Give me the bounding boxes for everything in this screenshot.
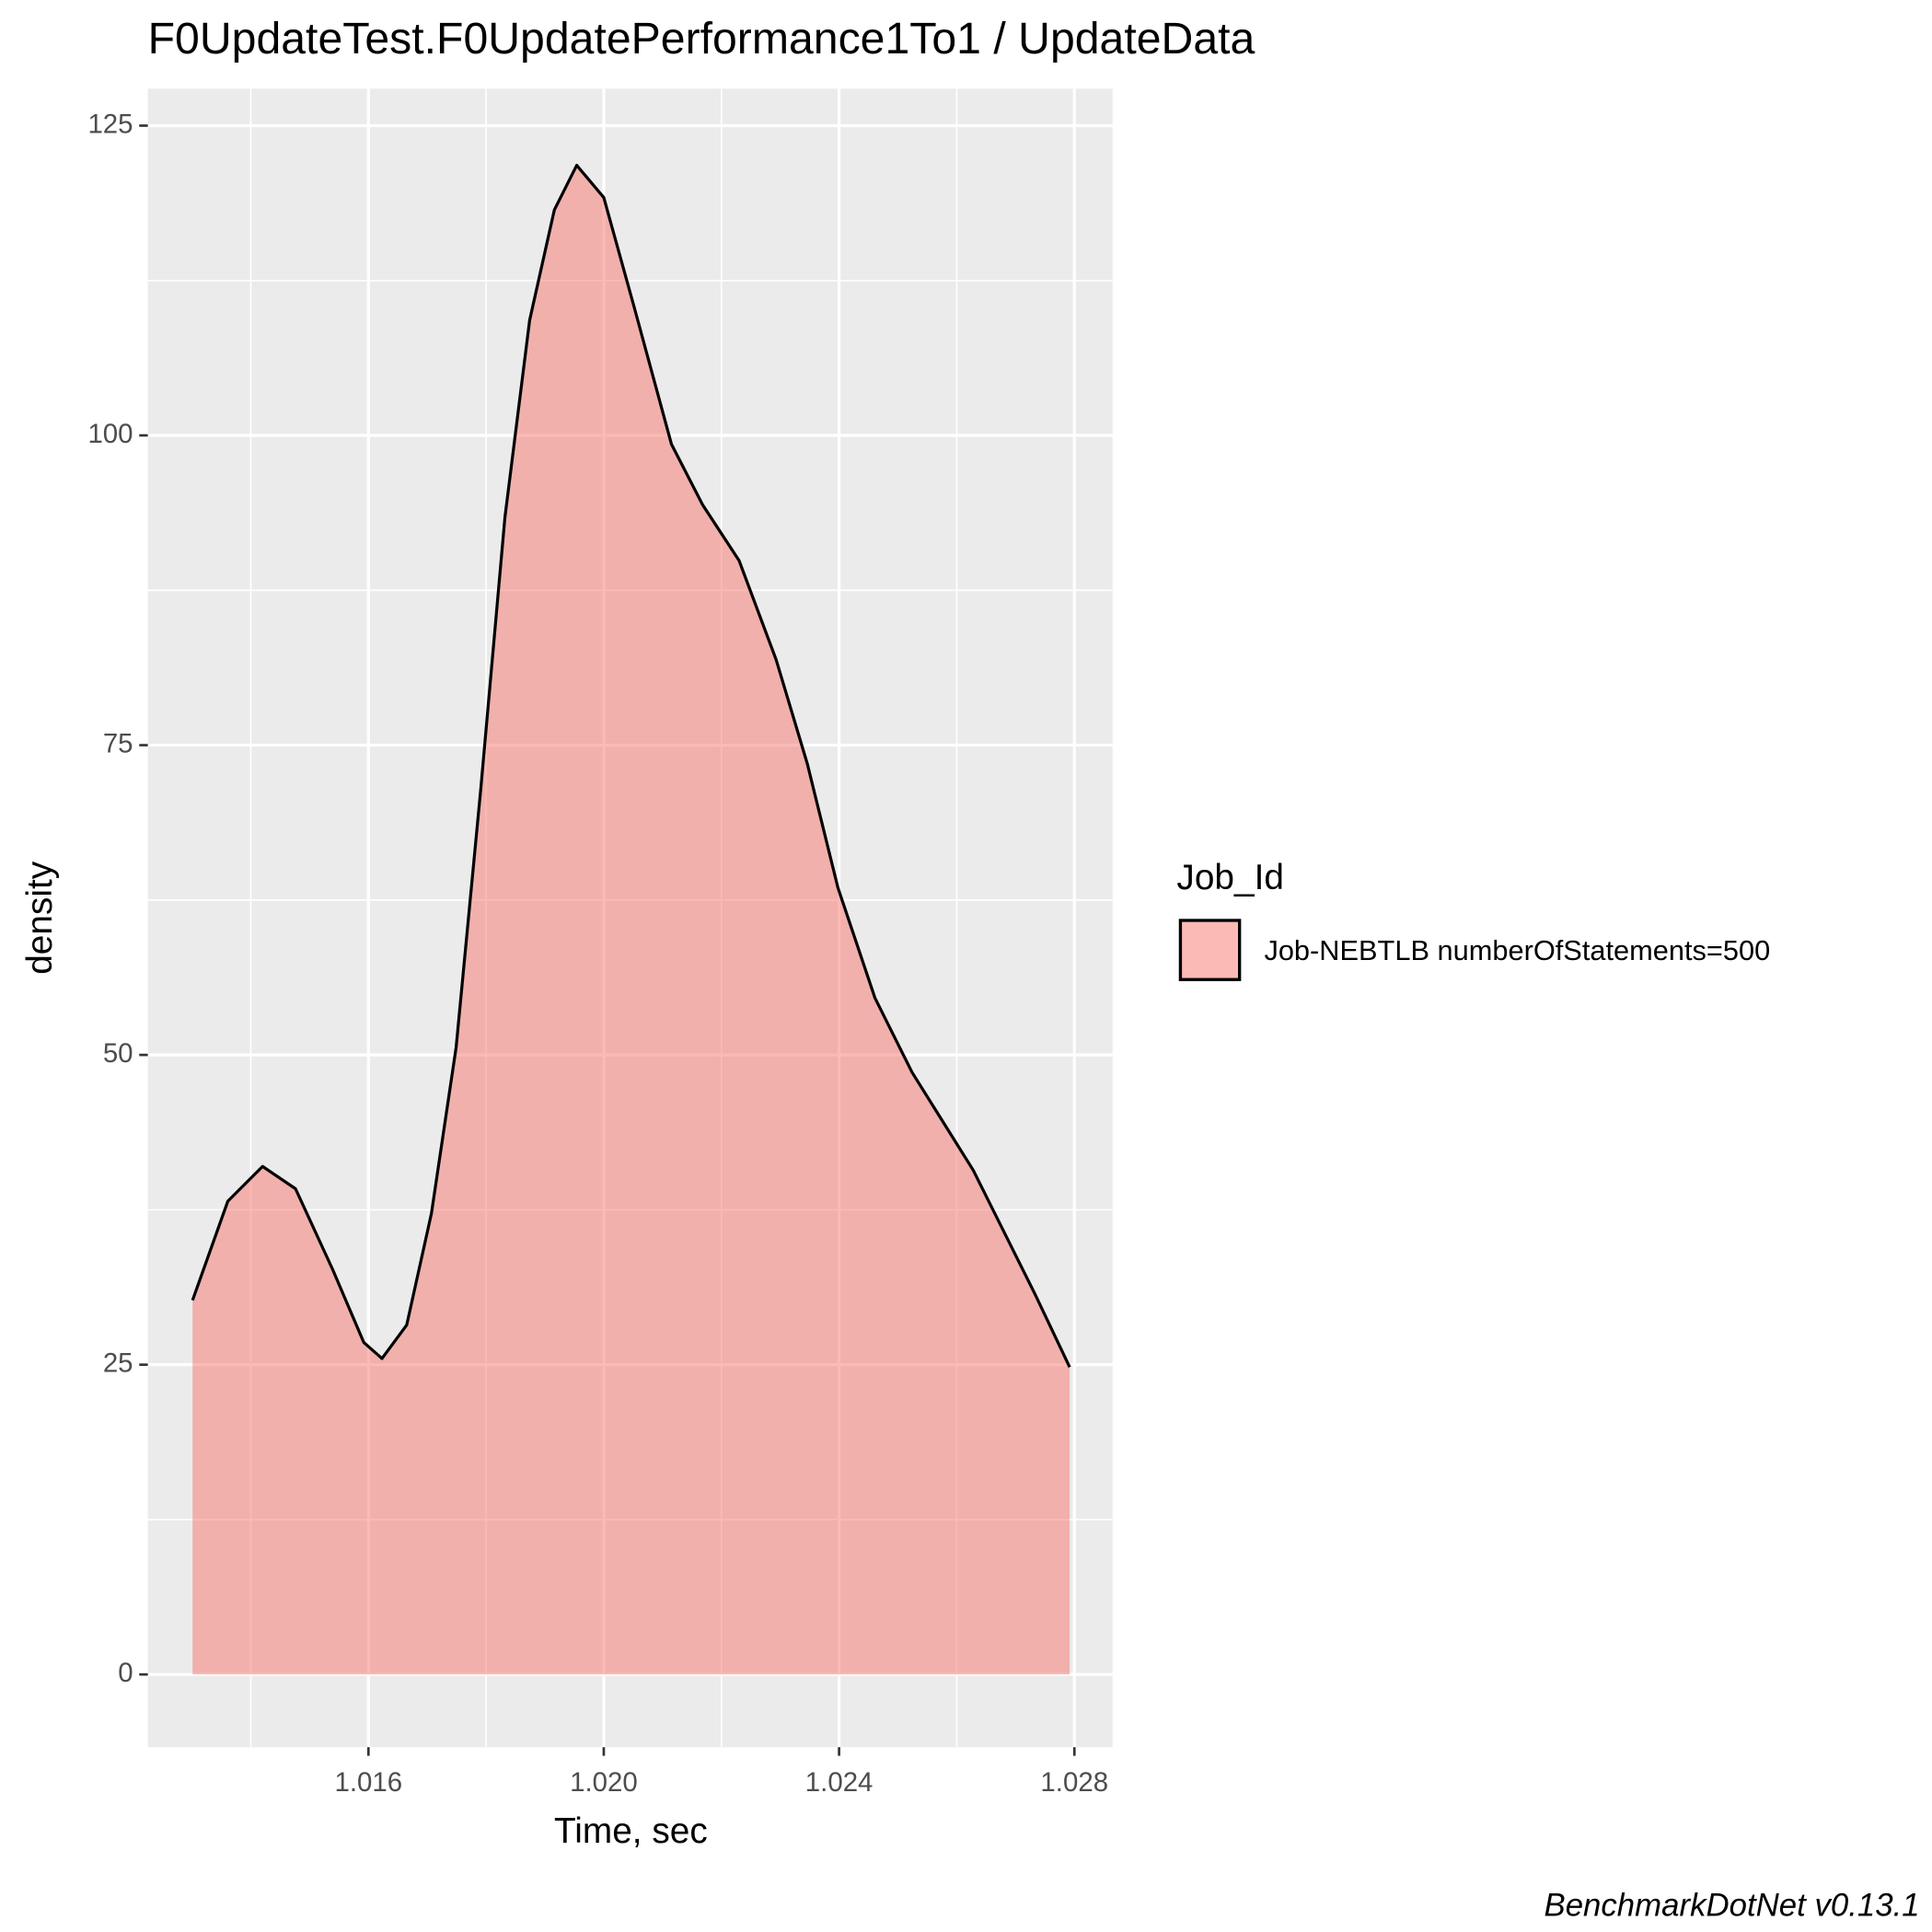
y-axis-title: density [20, 861, 60, 975]
density-line [191, 163, 1071, 1369]
y-tick-label: 50 [103, 1038, 133, 1069]
y-tick-label: 100 [87, 419, 133, 449]
legend-label: Job-NEBTLB numberOfStatements=500 [1264, 934, 1770, 966]
y-tick-label: 75 [103, 728, 133, 758]
y-tick-label: 125 [87, 109, 133, 139]
chart-title: F0UpdateTest.F0UpdatePerformance1To1 / U… [148, 14, 1255, 64]
legend-title: Job_Id [1176, 858, 1284, 897]
x-tick-label: 1.016 [334, 1767, 402, 1798]
x-axis-title: Time, sec [554, 1811, 708, 1851]
y-tick-label: 0 [118, 1658, 133, 1688]
x-tick-label: 1.020 [570, 1767, 638, 1798]
x-tick-label: 1.024 [805, 1767, 873, 1798]
caption: BenchmarkDotNet v0.13.1 [1544, 1887, 1920, 1923]
legend-key [1178, 919, 1242, 981]
density-area [192, 165, 1070, 1675]
y-tick-label: 25 [103, 1348, 133, 1378]
x-tick-label: 1.028 [1040, 1767, 1108, 1798]
